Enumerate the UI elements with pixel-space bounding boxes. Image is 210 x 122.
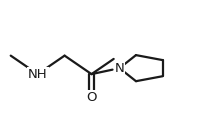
- Text: O: O: [86, 91, 97, 104]
- Text: NH: NH: [28, 68, 47, 81]
- Text: N: N: [115, 62, 124, 75]
